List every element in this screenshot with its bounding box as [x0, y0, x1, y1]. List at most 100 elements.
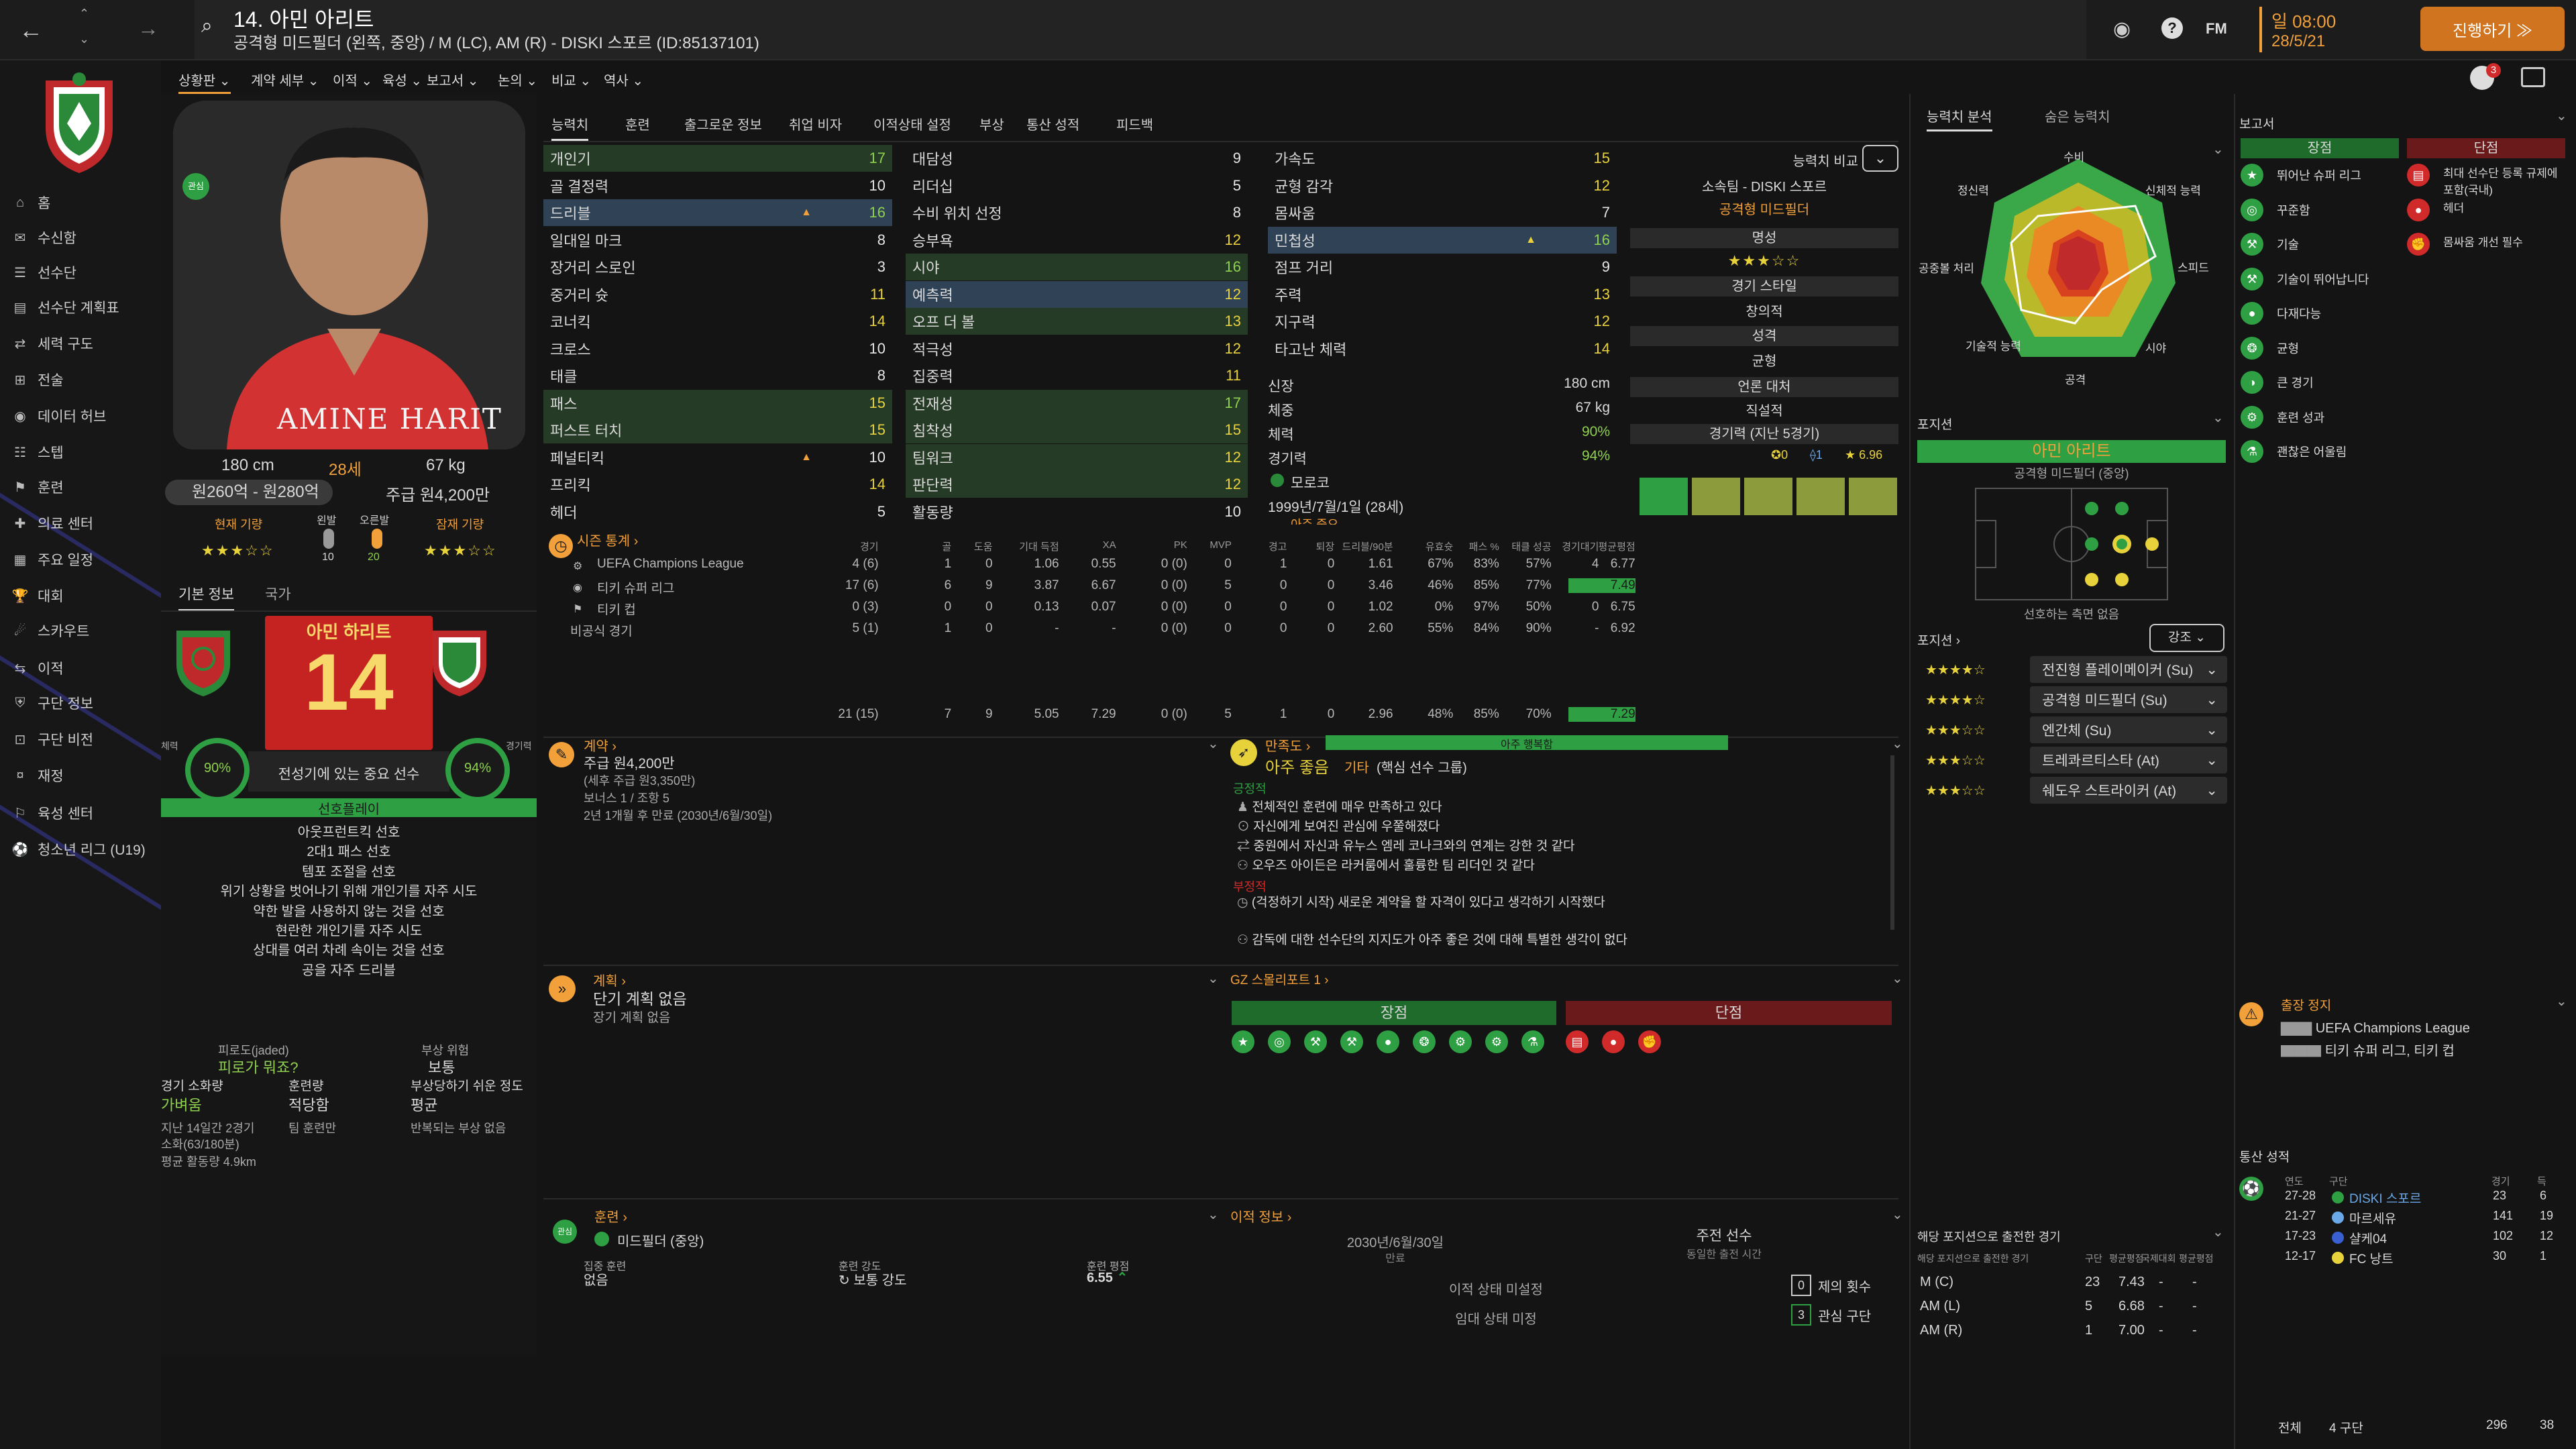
- report-pro-item[interactable]: ⚗ 괜찮은 어울림: [2241, 440, 2347, 463]
- attribute-tab[interactable]: 훈련: [625, 118, 650, 133]
- attribute-row[interactable]: 골 결정력 10: [543, 172, 892, 199]
- attribute-row[interactable]: 집중력 11: [906, 362, 1248, 389]
- report-pro-item[interactable]: ◑ 큰 경기: [2241, 371, 2314, 394]
- report-con-item[interactable]: ✊ 몸싸움 개선 필수: [2407, 233, 2565, 256]
- tab-basic-info[interactable]: 기본 정보: [178, 584, 235, 611]
- roles-header[interactable]: 포지션 ›: [1917, 634, 1961, 648]
- role-dropdown[interactable]: 공격형 미드필더 (Su) ⌄: [2030, 686, 2227, 713]
- document-icon[interactable]: ▤: [1566, 1030, 1589, 1053]
- back-arrow-icon[interactable]: ←: [19, 16, 43, 44]
- menu-item[interactable]: 보고서 ⌄: [427, 74, 479, 89]
- career-club[interactable]: FC 낭트: [2349, 1252, 2394, 1267]
- menu-item[interactable]: 계약 세부 ⌄: [251, 74, 319, 89]
- attribute-row[interactable]: 점프 거리 9: [1268, 254, 1617, 280]
- attribute-tab[interactable]: 부상: [979, 118, 1004, 133]
- competition-name[interactable]: 티키 컵: [597, 603, 636, 617]
- nav-item[interactable]: ☄ 스카우트: [12, 617, 89, 644]
- flask-icon[interactable]: ⚗: [1521, 1030, 1544, 1053]
- star-icon[interactable]: ★: [1232, 1030, 1254, 1053]
- report-con-item[interactable]: ● 헤더: [2407, 198, 2565, 221]
- strength-icon[interactable]: ✊: [1638, 1030, 1661, 1053]
- report-con-item[interactable]: ▤ 최대 선수단 등록 규제에 포함(국내): [2407, 164, 2565, 197]
- nav-item[interactable]: ⊞ 전술: [12, 366, 64, 393]
- attribute-row[interactable]: 예측력 12: [906, 280, 1248, 308]
- role-dropdown[interactable]: 트레콰르티스타 (At) ⌄: [2030, 747, 2227, 773]
- chevron-down-icon[interactable]: ⌄: [2212, 142, 2224, 157]
- forward-arrow-icon[interactable]: →: [138, 16, 159, 40]
- attribute-row[interactable]: 수비 위치 선정 8: [906, 199, 1248, 226]
- attribute-row[interactable]: 타고난 체력 14: [1268, 335, 1617, 362]
- attribute-row[interactable]: 퍼스트 터치 15: [543, 417, 892, 443]
- career-club[interactable]: 마르세유: [2349, 1212, 2396, 1226]
- nav-item[interactable]: ¤ 재정: [12, 762, 63, 789]
- compare-dropdown-icon[interactable]: ⌄: [1862, 145, 1898, 172]
- player-group[interactable]: 기타: [1344, 761, 1369, 775]
- nav-item[interactable]: ▦ 주요 일정: [12, 546, 94, 573]
- menu-item[interactable]: 논의 ⌄: [498, 74, 538, 89]
- continue-button[interactable]: 진행하기 ≫: [2420, 7, 2565, 51]
- help-icon[interactable]: ?: [2161, 17, 2183, 39]
- attribute-row[interactable]: 가속도 15: [1268, 145, 1617, 172]
- nav-item[interactable]: ▤ 선수단 계획표: [12, 294, 119, 321]
- attribute-row[interactable]: 지구력 12: [1268, 308, 1617, 335]
- ball-icon[interactable]: ●: [1377, 1030, 1399, 1053]
- menu-item[interactable]: 역사 ⌄: [604, 74, 644, 89]
- contract-header[interactable]: 계약 ›: [584, 739, 617, 754]
- nav-item[interactable]: ⌂ 홈: [12, 189, 50, 216]
- menu-item[interactable]: 비교 ⌄: [551, 74, 592, 89]
- attribute-row[interactable]: 대담성 9: [906, 145, 1248, 172]
- report-pro-item[interactable]: ★ 뛰어난 슈퍼 리그: [2241, 164, 2361, 186]
- attribute-row[interactable]: 태클 8: [543, 362, 892, 389]
- nav-item[interactable]: ☷ 스텝: [12, 439, 64, 466]
- roles-dropdown[interactable]: 강조 ⌄: [2149, 624, 2224, 652]
- world-icon[interactable]: ◉: [2113, 18, 2131, 40]
- tab-nation[interactable]: 국가: [265, 587, 291, 602]
- chevron-down-icon[interactable]: ⌄: [2556, 994, 2567, 1009]
- attribute-row[interactable]: 헤더 5: [543, 498, 892, 525]
- club-crest-icon[interactable]: [39, 67, 119, 174]
- season-stats-header[interactable]: 시즌 통계 ›: [577, 534, 639, 549]
- gear-icon[interactable]: ⚙: [1449, 1030, 1472, 1053]
- attribute-row[interactable]: 중거리 슛 11: [543, 281, 892, 308]
- attribute-row[interactable]: 드리블 ▲ 16: [543, 199, 892, 226]
- attribute-tab[interactable]: 이적상태 설정: [873, 118, 951, 133]
- attribute-row[interactable]: 시야 16: [906, 254, 1248, 280]
- chevron-down-icon[interactable]: ⌄: [2212, 411, 2224, 425]
- training-header[interactable]: 훈련 ›: [594, 1210, 628, 1225]
- attribute-row[interactable]: 민첩성 ▲ 16: [1268, 226, 1617, 254]
- training-tag[interactable]: 관심: [553, 1220, 577, 1244]
- attribute-row[interactable]: 패스 15: [543, 389, 892, 417]
- chevron-down-icon[interactable]: ⌄: [1892, 971, 1903, 986]
- nav-item[interactable]: ⇆ 이적: [12, 655, 64, 682]
- interest-tag[interactable]: 관심: [182, 173, 209, 200]
- menu-item[interactable]: 상황판 ⌄: [178, 70, 231, 94]
- report-pro-item[interactable]: ● 다재다능: [2241, 302, 2321, 325]
- competition-name[interactable]: UEFA Champions League: [597, 557, 744, 571]
- attribute-row[interactable]: 침착성 15: [906, 417, 1248, 443]
- role-dropdown[interactable]: 전진형 플레이메이커 (Su) ⌄: [2030, 656, 2227, 683]
- scout-header[interactable]: GZ 스몰리포트 1 ›: [1230, 973, 1329, 987]
- fm-logo[interactable]: FM: [2206, 20, 2227, 37]
- report-pro-item[interactable]: ⚙ 훈련 성과: [2241, 405, 2324, 429]
- nav-item[interactable]: 🏆 대회: [12, 582, 64, 609]
- attribute-row[interactable]: 주력 13: [1268, 281, 1617, 308]
- attribute-row[interactable]: 판단력 12: [906, 471, 1248, 498]
- attribute-row[interactable]: 코너킥 14: [543, 308, 892, 335]
- plans-header[interactable]: 계획 ›: [593, 974, 627, 989]
- chevron-down-icon[interactable]: ⌄: [1208, 971, 1219, 986]
- boot-icon[interactable]: ⚒: [1304, 1030, 1327, 1053]
- tab-ability-analysis[interactable]: 능력치 분석: [1927, 106, 1992, 131]
- nav-item[interactable]: ⊡ 구단 비전: [12, 726, 94, 753]
- chevron-up-icon[interactable]: ⌃: [79, 7, 90, 20]
- attribute-row[interactable]: 페널티킥 ▲ 10: [543, 444, 892, 471]
- scrollbar[interactable]: [1890, 755, 1894, 930]
- chevron-down-icon[interactable]: ⌄: [1892, 737, 1903, 751]
- nation[interactable]: 모로코: [1291, 476, 1330, 491]
- chevron-down-icon[interactable]: ⌄: [1208, 1208, 1219, 1222]
- satisfaction-header[interactable]: 만족도 ›: [1265, 739, 1311, 754]
- chevron-down-icon[interactable]: ⌄: [2556, 109, 2567, 123]
- attribute-row[interactable]: 크로스 10: [543, 335, 892, 362]
- attribute-row[interactable]: 일대일 마크 8: [543, 227, 892, 254]
- chevron-down-icon[interactable]: ⌄: [2212, 1225, 2224, 1240]
- menu-item[interactable]: 이적 ⌄: [333, 74, 373, 89]
